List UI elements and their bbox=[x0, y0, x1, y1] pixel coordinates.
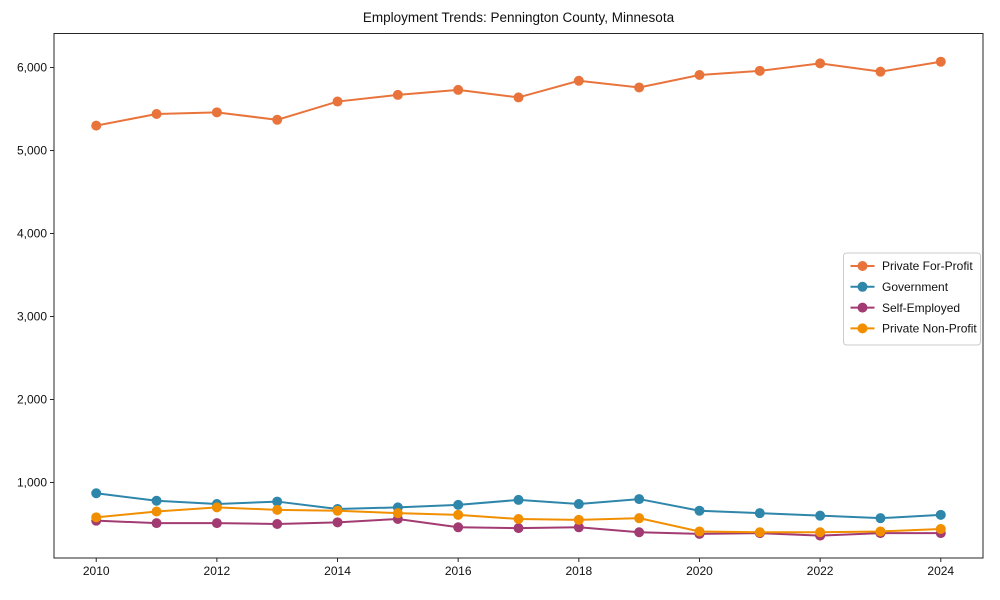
data-point-private-non-profit-2020 bbox=[694, 526, 705, 537]
legend-marker-dot bbox=[857, 281, 868, 292]
data-point-private-for-profit-2023 bbox=[875, 66, 886, 77]
data-point-private-for-profit-2022 bbox=[815, 58, 826, 69]
data-point-private-for-profit-2021 bbox=[754, 65, 765, 76]
data-point-private-non-profit-2017 bbox=[513, 513, 524, 524]
data-point-government-2020 bbox=[694, 505, 705, 516]
data-point-government-2022 bbox=[815, 510, 826, 521]
series-private-non-profit bbox=[91, 502, 946, 538]
data-point-self-employed-2016 bbox=[453, 522, 464, 533]
x-tick-label: 2014 bbox=[324, 564, 351, 578]
legend-marker-dot bbox=[857, 261, 868, 271]
data-point-private-non-profit-2022 bbox=[815, 527, 826, 538]
legend-item-government: Government bbox=[850, 280, 949, 294]
legend-item-private-non-profit: Private Non-Profit bbox=[850, 322, 977, 336]
data-point-private-non-profit-2015 bbox=[392, 508, 403, 519]
chart-title: Employment Trends: Pennington County, Mi… bbox=[362, 10, 675, 25]
x-tick-label: 2022 bbox=[807, 564, 834, 578]
data-point-private-non-profit-2019 bbox=[634, 513, 645, 524]
y-tick-label: 4,000 bbox=[17, 227, 47, 241]
legend-item-private-for-profit: Private For-Profit bbox=[850, 259, 973, 273]
legend-label: Government bbox=[882, 280, 949, 294]
data-point-self-employed-2013 bbox=[272, 518, 283, 529]
data-point-self-employed-2014 bbox=[332, 517, 343, 528]
plot-border bbox=[53, 33, 984, 559]
data-point-private-non-profit-2013 bbox=[272, 504, 283, 515]
x-tick-label: 2018 bbox=[565, 564, 592, 578]
data-point-self-employed-2018 bbox=[573, 522, 584, 533]
data-point-government-2018 bbox=[573, 499, 584, 510]
data-point-government-2010 bbox=[91, 488, 102, 499]
legend-item-self-employed: Self-Employed bbox=[850, 301, 960, 315]
data-point-government-2017 bbox=[513, 494, 524, 505]
data-point-private-for-profit-2024 bbox=[935, 56, 946, 67]
data-point-government-2016 bbox=[453, 499, 464, 510]
data-point-government-2024 bbox=[935, 509, 946, 520]
legend: Private For-Profit Government Self-Employe… bbox=[843, 252, 981, 346]
legend-marker-dot bbox=[857, 323, 868, 334]
legend-label: Private Non-Profit bbox=[882, 322, 977, 336]
legend-marker-dot bbox=[857, 302, 868, 313]
data-point-private-non-profit-2011 bbox=[151, 506, 162, 517]
data-point-government-2013 bbox=[272, 496, 283, 507]
y-tick-label: 5,000 bbox=[17, 144, 47, 158]
data-point-private-for-profit-2019 bbox=[634, 82, 645, 93]
legend-label: Private For-Profit bbox=[882, 259, 973, 273]
data-point-government-2011 bbox=[151, 495, 162, 506]
data-point-government-2023 bbox=[875, 513, 886, 524]
y-axis: 1,000 2,000 3,000 4,000 5,000 6,000 bbox=[17, 61, 54, 490]
data-point-private-non-profit-2010 bbox=[91, 512, 102, 523]
data-point-self-employed-2019 bbox=[634, 527, 645, 538]
data-point-government-2019 bbox=[634, 494, 645, 505]
data-point-private-for-profit-2020 bbox=[694, 69, 705, 80]
data-point-private-non-profit-2012 bbox=[211, 502, 222, 513]
data-point-private-for-profit-2014 bbox=[332, 96, 343, 107]
y-tick-label: 1,000 bbox=[17, 476, 47, 490]
data-point-private-for-profit-2018 bbox=[573, 75, 584, 86]
data-point-private-for-profit-2016 bbox=[453, 84, 464, 95]
x-tick-label: 2020 bbox=[686, 564, 713, 578]
legend-box bbox=[843, 252, 981, 346]
y-tick-label: 3,000 bbox=[17, 310, 47, 324]
x-tick-label: 2010 bbox=[83, 564, 110, 578]
data-point-private-for-profit-2012 bbox=[211, 107, 222, 118]
data-point-private-for-profit-2011 bbox=[151, 109, 162, 120]
x-tick-label: 2016 bbox=[445, 564, 472, 578]
data-point-government-2021 bbox=[754, 508, 765, 519]
x-tick-label: 2012 bbox=[204, 564, 231, 578]
data-point-private-non-profit-2024 bbox=[935, 523, 946, 534]
data-point-self-employed-2017 bbox=[513, 523, 524, 534]
data-point-private-non-profit-2018 bbox=[573, 514, 584, 525]
series-private-for-profit bbox=[91, 56, 946, 131]
data-point-private-non-profit-2014 bbox=[332, 505, 343, 516]
legend-label: Self-Employed bbox=[882, 301, 960, 315]
data-point-self-employed-2012 bbox=[211, 518, 222, 529]
data-point-private-for-profit-2015 bbox=[392, 89, 403, 100]
x-axis: 2010 2012 2014 2016 2018 2020 2022 2024 bbox=[83, 558, 954, 578]
data-point-private-for-profit-2013 bbox=[272, 114, 283, 125]
data-point-private-for-profit-2010 bbox=[91, 120, 102, 131]
y-tick-label: 6,000 bbox=[17, 61, 47, 75]
y-tick-label: 2,000 bbox=[17, 393, 47, 407]
data-point-private-for-profit-2017 bbox=[513, 92, 524, 103]
data-point-private-non-profit-2023 bbox=[875, 526, 886, 537]
data-point-private-non-profit-2016 bbox=[453, 509, 464, 520]
data-point-private-non-profit-2021 bbox=[754, 527, 765, 538]
data-point-self-employed-2011 bbox=[151, 518, 162, 529]
x-tick-label: 2024 bbox=[927, 564, 954, 578]
